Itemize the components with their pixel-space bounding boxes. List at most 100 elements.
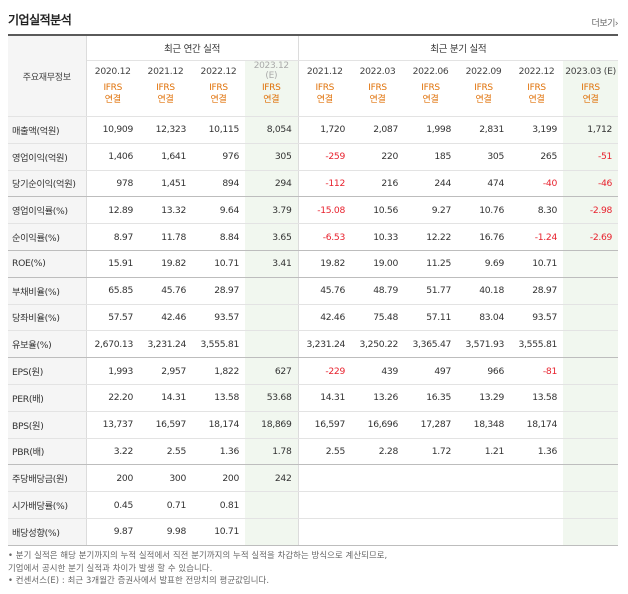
table-cell: 45.76: [297, 277, 352, 305]
table-cell: 53.68: [245, 384, 299, 412]
table-cell: 3.22: [86, 438, 139, 466]
table-cell: 18,174: [192, 411, 245, 439]
table-cell: [404, 464, 458, 493]
table-cell: 10,909: [86, 116, 139, 144]
table-cell: 10.33: [351, 223, 405, 251]
table-cell: 1,720: [297, 116, 352, 144]
table-cell: 1,641: [139, 143, 192, 171]
table-cell: [351, 518, 405, 546]
table-cell: 13.26: [351, 384, 405, 412]
table-cell: 497: [404, 357, 458, 385]
table-cell: 1,406: [86, 143, 139, 171]
ifrs-std: IFRS: [103, 83, 123, 93]
table-cell: 18,174: [510, 411, 564, 439]
table-cell: 976: [192, 143, 245, 171]
table-cell: 305: [457, 143, 511, 171]
table-cell: 9.87: [86, 518, 139, 546]
table-cell: [563, 438, 619, 466]
ifrs-label: IFRS 연결: [457, 81, 511, 117]
table-row: 시가배당률(%) 0.45 0.71 0.81: [8, 491, 619, 519]
period-header: 2021.12: [147, 65, 184, 77]
row-label: 주당배당금(원): [8, 464, 87, 493]
table-cell: 75.48: [351, 304, 405, 332]
group-header-row: 주요재무정보 최근 연간 실적 최근 분기 실적: [8, 34, 619, 117]
table-cell: -46: [563, 170, 619, 198]
table-cell: 10.71: [192, 250, 245, 278]
section-title: 기업실적분석: [8, 13, 72, 27]
footnote-line: • 컨센서스(E) : 최근 3개월간 증권사에서 발표한 전망치의 평균값입니…: [8, 575, 270, 585]
table-cell: 16.76: [457, 223, 511, 251]
period-header: 2022.06: [412, 65, 449, 77]
table-cell: 2,087: [351, 116, 405, 144]
period-header-row: 2020.12 2021.12 2022.12 2023.12 (E) 2021.12 20…: [8, 60, 619, 81]
ifrs-std: IFRS: [261, 83, 281, 93]
row-label: 영업이익(억원): [8, 143, 87, 171]
table-cell: 220: [351, 143, 405, 171]
table-row: 영업이익(억원) 1,406 1,641 976 305 -259 220 185 305 265…: [8, 143, 619, 171]
row-label: PER(배): [8, 384, 87, 412]
table-cell: 9.98: [139, 518, 192, 546]
table-cell: -229: [297, 357, 352, 385]
table-cell: -15.08: [297, 196, 352, 225]
period-header: 2020.12: [94, 65, 131, 77]
ifrs-label: IFRS 연결: [351, 81, 405, 117]
ifrs-label: IFRS 연결: [139, 81, 192, 117]
table-cell: 1.72: [404, 438, 458, 466]
table-row: 부채비율(%) 65.85 45.76 28.97 45.76 48.79 51.77 40.…: [8, 277, 619, 305]
footnote-line: 기업에서 공시한 분기 실적과 차이가 발생 할 수 있습니다.: [8, 562, 213, 573]
table-cell: 9.64: [192, 196, 245, 225]
table-cell: [563, 357, 619, 385]
footnotes: • 분기 실적은 해당 분기까지의 누적 실적에서 직전 분기까지의 누적 실적…: [8, 549, 387, 587]
row-label: 배당성향(%): [8, 518, 87, 546]
quarterly-group-header: 최근 분기 실적: [297, 34, 619, 61]
table-cell: 2,957: [139, 357, 192, 385]
table-cell: [510, 491, 564, 519]
row-label: 순이익률(%): [8, 223, 87, 251]
table-cell: 966: [457, 357, 511, 385]
more-link[interactable]: 더보기›: [591, 19, 619, 29]
table-cell: 28.97: [510, 277, 564, 305]
table-cell: 11.78: [139, 223, 192, 251]
table-cell: 0.81: [192, 491, 245, 519]
table-cell: 2,831: [457, 116, 511, 144]
ifrs-std: IFRS: [156, 83, 175, 93]
table-cell: 18,348: [457, 411, 511, 439]
table-cell: 244: [404, 170, 458, 198]
row-label: 매출액(억원): [8, 116, 87, 144]
financial-table: 주요재무정보 최근 연간 실적 최근 분기 실적 2020.12 2021.12 2…: [8, 34, 619, 546]
ifrs-basis: 연결: [263, 95, 280, 105]
ifrs-basis: 연결: [157, 95, 174, 105]
period-header: 2022.09: [465, 65, 502, 77]
table-cell: 3.41: [245, 250, 299, 278]
ifrs-basis: 연결: [422, 95, 439, 105]
table-cell: [510, 518, 564, 546]
table-cell: 3,250.22: [351, 330, 405, 359]
table-cell: [351, 491, 405, 519]
table-cell: 16.35: [404, 384, 458, 412]
table-cell: 0.45: [86, 491, 139, 519]
ifrs-label: IFRS 연결: [297, 81, 352, 117]
table-row: 유보율(%) 2,670.13 3,231.24 3,555.81 3,231.24 3,…: [8, 330, 619, 359]
table-cell: [457, 518, 511, 546]
table-cell: 2.55: [297, 438, 352, 466]
table-cell: 42.46: [139, 304, 192, 332]
table-cell: 1,998: [404, 116, 458, 144]
table-cell: 1.78: [245, 438, 299, 466]
table-cell: 10.71: [510, 250, 564, 278]
row-label: 영업이익률(%): [8, 196, 87, 225]
estimate-mark: (E): [265, 71, 278, 81]
table-cell: [457, 491, 511, 519]
ifrs-label: IFRS 연결: [404, 81, 458, 117]
table-cell: [245, 304, 299, 332]
table-row: BPS(원) 13,737 16,597 18,174 18,869 16,597 16,6…: [8, 411, 619, 439]
table-cell: 11.25: [404, 250, 458, 278]
table-cell: 8.97: [86, 223, 139, 251]
ifrs-std: IFRS: [474, 83, 493, 93]
table-cell: [245, 330, 299, 359]
table-cell: 83.04: [457, 304, 511, 332]
table-cell: 8.84: [192, 223, 245, 251]
table-cell: 216: [351, 170, 405, 198]
table-cell: 3.79: [245, 196, 299, 225]
table-cell: [245, 518, 299, 546]
table-cell: 22.20: [86, 384, 139, 412]
